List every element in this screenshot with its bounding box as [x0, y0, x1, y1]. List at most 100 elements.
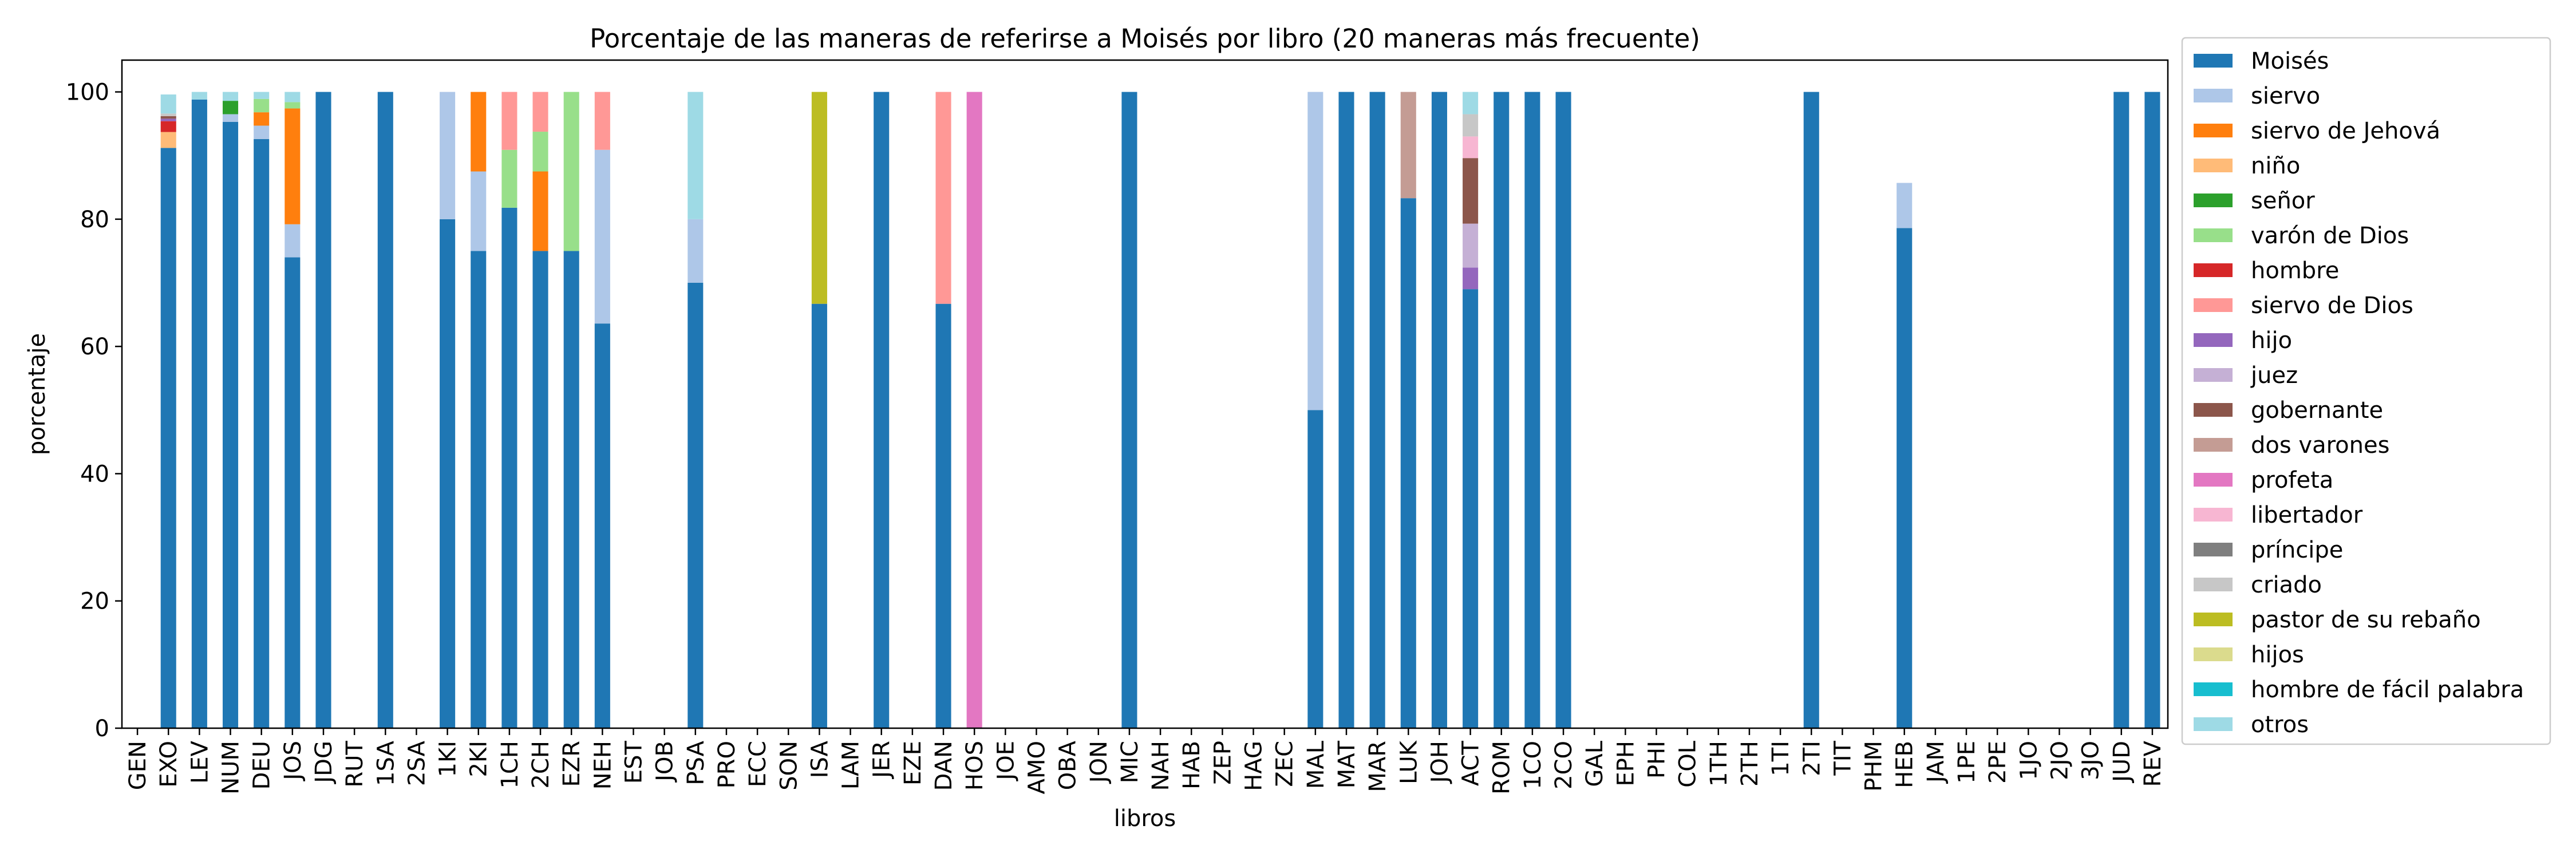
x-tick-label: ROM — [1489, 741, 1515, 795]
bar-EXO-s8 — [160, 119, 176, 121]
x-tick-label: SON — [776, 741, 802, 791]
bar-JOH-s0 — [1431, 92, 1447, 728]
bar-2CH-s5 — [532, 132, 548, 172]
x-tick-label: NUM — [218, 741, 244, 795]
bar-EXO-s0 — [160, 148, 176, 728]
legend-swatch — [2194, 333, 2233, 347]
x-tick-label: 1KI — [435, 741, 461, 777]
bar-1SA-s0 — [377, 92, 393, 728]
x-tick-label: COL — [1675, 740, 1701, 787]
legend-label: juez — [2250, 362, 2298, 389]
legend-swatch — [2194, 159, 2233, 172]
x-tick-label: OBA — [1055, 740, 1081, 790]
x-tick-label: NEH — [590, 741, 616, 789]
bar-EXO-s6 — [160, 121, 176, 132]
bar-ACT-s15 — [1463, 114, 1479, 137]
y-tick-label: 0 — [95, 716, 109, 742]
bar-NEH-s0 — [594, 323, 610, 728]
legend-label: criado — [2251, 572, 2322, 598]
bar-JDG-s0 — [315, 92, 331, 728]
bar-2KI-s1 — [471, 171, 487, 251]
y-tick-label: 20 — [80, 589, 109, 615]
x-ticks: GEN EXO LEV NUM DEU JOS JDG RUT 1SA 2SA 1KI 2KI 1CH 2… — [125, 728, 2166, 795]
x-tick-label: GAL — [1582, 740, 1608, 787]
legend-swatch — [2194, 403, 2233, 417]
legend-frame — [2181, 37, 2551, 745]
legend-swatch — [2194, 54, 2233, 68]
x-tick-label: ISA — [807, 740, 833, 778]
legend-swatch — [2194, 89, 2233, 102]
legend-swatch — [2194, 682, 2233, 696]
y-tick-label: 60 — [80, 334, 109, 360]
y-tick-label: 80 — [80, 207, 109, 233]
x-tick-label: MIC — [1117, 741, 1143, 783]
bar-MAR-s0 — [1369, 92, 1385, 728]
bar-LEV-s0 — [191, 99, 207, 728]
bar-HEB-s0 — [1897, 228, 1913, 728]
y-tick-label: 40 — [80, 461, 109, 487]
legend-swatch — [2194, 368, 2233, 382]
x-tick-label: RUT — [342, 740, 368, 787]
bar-MIC-s0 — [1121, 92, 1137, 728]
x-tick-label: DAN — [931, 741, 957, 791]
legend: Moisés siervo siervo de Jehová niño señor var… — [2181, 37, 2551, 745]
x-tick-label: 1SA — [373, 740, 399, 786]
legend-swatch — [2194, 613, 2233, 626]
legend-label: hombre — [2251, 258, 2339, 284]
legend-swatch — [2194, 543, 2233, 556]
bar-NUM-s19 — [222, 92, 239, 101]
bar-ISA-s0 — [811, 303, 827, 728]
bar-JOS-s1 — [285, 224, 301, 258]
bar-NEH-s1 — [594, 149, 610, 324]
x-tick-label: 1PE — [1954, 741, 1980, 784]
x-tick-label: EZE — [900, 741, 926, 785]
x-tick-label: 2KI — [466, 741, 492, 777]
x-tick-label: MAL — [1303, 740, 1329, 789]
legend-swatch — [2194, 124, 2233, 137]
bar-ACT-s13 — [1463, 136, 1479, 159]
legend-label: hijo — [2251, 327, 2292, 354]
x-tick-label: EST — [621, 740, 647, 784]
bar-EXO-s10 — [160, 116, 176, 119]
x-tick-label: 2CO — [1551, 741, 1577, 789]
bar-DEU-s1 — [254, 125, 270, 139]
x-tick-label: 1JO — [2016, 741, 2042, 780]
y-axis-label: porcentaje — [24, 333, 50, 455]
bar-LUK-s11 — [1400, 92, 1416, 199]
x-tick-label: EPH — [1613, 741, 1639, 786]
legend-label: señor — [2251, 188, 2315, 214]
y-ticks: 0 20 40 60 80 100 — [66, 80, 122, 742]
bar-LEV-s19 — [191, 92, 207, 100]
bar-PSA-s0 — [688, 283, 704, 728]
legend-label: libertador — [2251, 502, 2363, 528]
bar-1CH-s7 — [501, 92, 517, 150]
bar-2CH-s7 — [532, 92, 548, 132]
x-tick-label: REV — [2140, 740, 2166, 787]
legend-label: niño — [2251, 153, 2300, 179]
x-tick-label: EZR — [559, 741, 585, 787]
x-tick-label: HAB — [1179, 741, 1205, 789]
x-tick-label: TIT — [1830, 740, 1856, 776]
legend-label: Moisés — [2251, 48, 2329, 74]
bar-ACT-s10 — [1463, 158, 1479, 224]
bar-2CH-s0 — [532, 251, 548, 728]
bar-HOS-s12 — [966, 92, 982, 728]
x-tick-label: 1TI — [1768, 741, 1794, 776]
legend-swatch — [2194, 647, 2233, 661]
x-tick-label: LEV — [187, 740, 213, 784]
bar-MAL-s0 — [1307, 410, 1323, 728]
x-tick-label: LUK — [1396, 740, 1422, 784]
bar-JOS-s5 — [285, 102, 301, 109]
legend-label: otros — [2251, 712, 2309, 738]
x-tick-label: EXO — [156, 741, 182, 788]
bar-PSA-s1 — [688, 219, 704, 283]
bar-EZR-s0 — [563, 251, 579, 728]
bar-NUM-s1 — [222, 114, 239, 122]
legend-swatch — [2194, 438, 2233, 452]
bar-EXO-s19 — [160, 94, 176, 114]
legend-label: dos varones — [2251, 432, 2389, 459]
legend-swatch — [2194, 298, 2233, 312]
legend-label: siervo de Dios — [2251, 293, 2413, 319]
x-tick-label: 2TH — [1737, 741, 1763, 787]
